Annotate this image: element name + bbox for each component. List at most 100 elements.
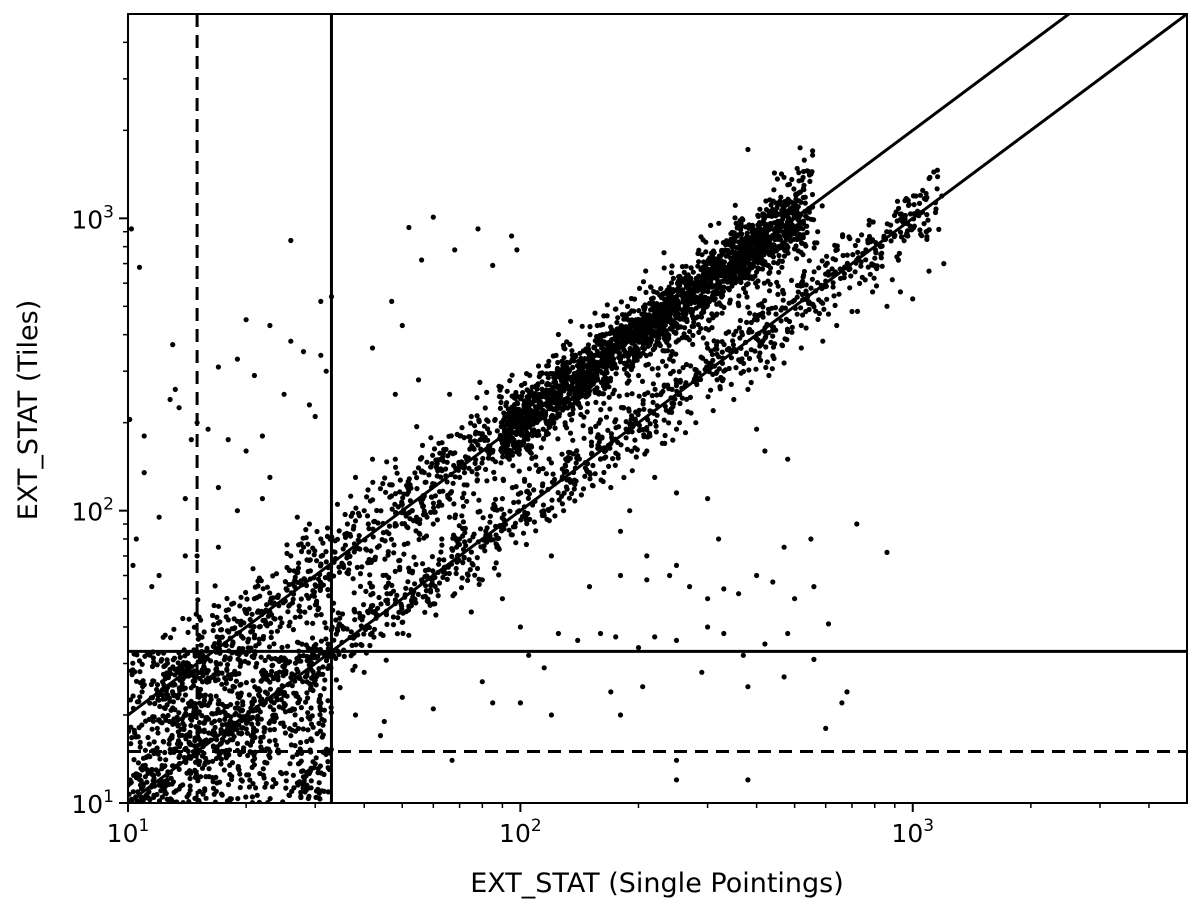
data-point [695, 263, 701, 269]
data-point [533, 462, 539, 468]
data-point [725, 346, 731, 352]
data-point [666, 335, 672, 341]
data-point [520, 530, 527, 536]
data-point [506, 456, 512, 462]
data-point [624, 330, 630, 336]
data-point [655, 365, 661, 371]
data-point [666, 420, 672, 426]
data-point [498, 399, 504, 406]
data-point [476, 465, 482, 471]
data-point [816, 297, 822, 303]
data-point [923, 190, 929, 197]
data-point [584, 467, 590, 473]
data-point [428, 435, 434, 441]
data-point [713, 263, 719, 269]
data-point [434, 473, 440, 479]
data-point [687, 584, 693, 590]
data-point [661, 383, 667, 389]
data-point [613, 371, 619, 377]
data-point [190, 683, 197, 689]
data-point [323, 636, 329, 642]
data-point [705, 257, 711, 263]
data-point [587, 357, 593, 363]
data-point [744, 294, 750, 300]
data-point [279, 620, 285, 626]
data-point [798, 345, 804, 351]
data-point [763, 207, 770, 213]
data-point [434, 517, 440, 523]
data-point [191, 668, 197, 674]
data-point [770, 353, 776, 359]
data-point [248, 629, 254, 635]
data-point [472, 438, 478, 444]
data-point [344, 555, 350, 561]
data-point [431, 505, 437, 511]
data-point [538, 394, 544, 400]
data-point [531, 487, 537, 493]
data-point [740, 368, 747, 375]
data-point [382, 475, 388, 481]
data-point [374, 507, 380, 514]
data-point [497, 387, 503, 393]
data-point [308, 778, 314, 784]
data-point [776, 252, 782, 259]
data-point [693, 315, 699, 321]
data-point [288, 338, 294, 344]
data-point [703, 261, 709, 267]
data-point [415, 591, 421, 598]
data-point [905, 197, 911, 203]
data-point [304, 738, 310, 745]
data-point [306, 521, 312, 527]
data-point [497, 405, 503, 411]
data-point [737, 358, 744, 365]
data-point [596, 391, 602, 397]
data-point [167, 396, 173, 403]
data-point [603, 331, 610, 337]
data-point [708, 387, 714, 393]
data-point [171, 716, 177, 722]
data-point [650, 381, 657, 387]
data-point [808, 536, 814, 542]
data-point [778, 194, 784, 200]
data-point [660, 358, 666, 364]
data-point [897, 229, 904, 235]
data-point [195, 597, 201, 603]
data-point [559, 451, 565, 457]
data-point [210, 779, 216, 785]
data-point [764, 359, 770, 365]
data-point [467, 567, 473, 573]
data-point [130, 789, 136, 795]
data-point [701, 299, 707, 305]
data-point [646, 430, 653, 437]
data-point [419, 468, 425, 474]
data-point [670, 287, 676, 293]
data-point [475, 509, 481, 515]
data-point [509, 372, 515, 378]
data-point [700, 335, 706, 341]
data-point [317, 712, 323, 718]
data-point [670, 275, 677, 281]
data-point [523, 445, 529, 451]
data-point [721, 586, 727, 592]
data-point [592, 471, 598, 477]
data-point [799, 240, 805, 246]
data-point [431, 446, 438, 452]
data-point [797, 145, 803, 151]
data-point [668, 280, 675, 286]
data-point [504, 388, 510, 394]
data-point [225, 617, 231, 623]
data-point [297, 608, 303, 615]
data-point [267, 755, 273, 761]
data-point [677, 379, 683, 385]
data-point [485, 437, 491, 443]
data-point [249, 721, 255, 727]
data-point [683, 380, 689, 386]
data-point [526, 482, 533, 488]
data-point [271, 707, 277, 713]
data-point [586, 379, 592, 385]
data-point [652, 634, 658, 640]
data-point [303, 527, 309, 533]
data-point [194, 553, 200, 559]
data-point [267, 322, 273, 329]
data-point [652, 313, 658, 319]
